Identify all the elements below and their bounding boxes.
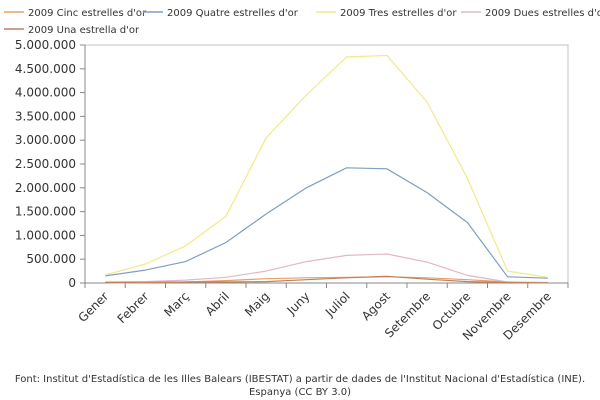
x-tick-label: Abril bbox=[203, 289, 232, 318]
y-tick-label: 2.500.000 bbox=[15, 157, 76, 171]
y-tick-label: 3.500.000 bbox=[15, 109, 76, 123]
plot-background bbox=[84, 44, 569, 284]
legend: 2009 Cinc estrelles d'or 2009 Quatre estr… bbox=[4, 8, 600, 36]
y-axis: 0 500.000 1.000.000 1.500.000 2.000.000 2.500… bbox=[15, 38, 86, 290]
x-tick-label: Maig bbox=[242, 289, 272, 319]
series-line-3 bbox=[104, 54, 548, 278]
legend-label: 2009 Quatre estrelles d'or bbox=[167, 8, 299, 19]
x-tick-label: Agost bbox=[359, 289, 393, 323]
y-tick-label: 1.500.000 bbox=[15, 205, 76, 219]
plot-area bbox=[84, 44, 569, 284]
legend-label: 2009 Una estrella d'or bbox=[28, 25, 140, 36]
x-tick-label: Febrer bbox=[115, 289, 152, 326]
legend-label: 2009 Tres estrelles d'or bbox=[340, 8, 457, 19]
y-tick-label: 5.000.000 bbox=[15, 38, 76, 52]
x-tick-label: Gener bbox=[75, 289, 111, 325]
series-lines bbox=[104, 54, 548, 284]
x-tick-label: Juny bbox=[284, 289, 313, 318]
y-tick-label: 2.000.000 bbox=[15, 181, 76, 195]
series-line-5 bbox=[105, 275, 548, 284]
series-line-2 bbox=[105, 167, 548, 279]
y-tick-label: 1.000.000 bbox=[15, 228, 76, 242]
y-tick-label: 3.000.000 bbox=[15, 133, 76, 147]
y-tick-label: 500.000 bbox=[26, 252, 76, 266]
series-line-4 bbox=[105, 253, 548, 284]
y-tick-label: 4.000.000 bbox=[15, 86, 76, 100]
x-tick-label: Juliol bbox=[322, 289, 353, 320]
x-axis: Gener Febrer Març Abril Maig Juny Juliol AgostS… bbox=[75, 282, 569, 343]
legend-label: 2009 Dues estrelles d'or bbox=[485, 8, 600, 19]
legend-label: 2009 Cinc estrelles d'or bbox=[28, 8, 147, 19]
source-note: Font: Institut d'Estadística de les Ille… bbox=[14, 374, 586, 398]
y-tick-label: 4.500.000 bbox=[15, 62, 76, 76]
y-tick-label: 0 bbox=[68, 276, 76, 290]
x-tick-label: Març bbox=[161, 289, 191, 319]
